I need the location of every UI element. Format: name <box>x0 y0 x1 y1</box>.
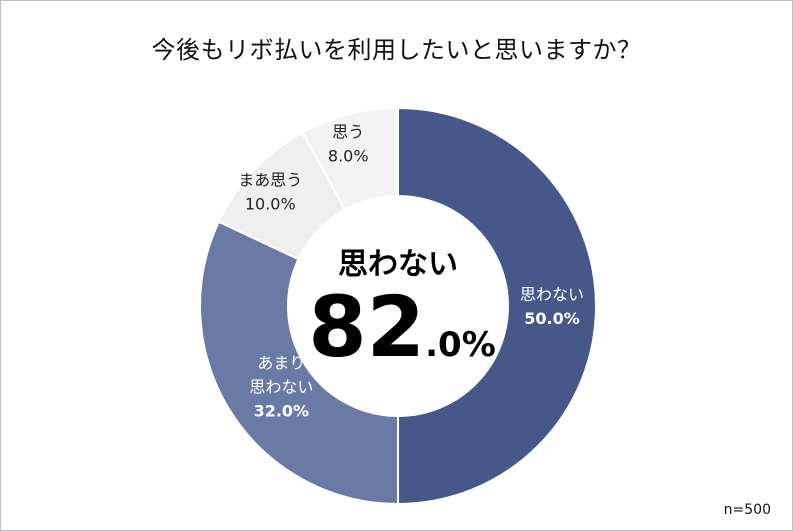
slice-1 <box>397 106 597 506</box>
center-label: 思わない <box>338 247 458 282</box>
chart-title: 今後もリボ払いを利用したいと思いますか？ <box>151 36 642 64</box>
slice-value-label-2: 32.0% <box>254 401 310 420</box>
slice-label-2: 思わない <box>249 377 313 396</box>
slice-label-3: まあ思う <box>238 171 302 190</box>
slice-value-label-4: 8.0% <box>328 146 369 165</box>
slice-4 <box>301 106 399 211</box>
sample-size-label: n=500 <box>723 502 771 518</box>
center-value: 82.0% <box>308 278 496 376</box>
slice-value-label-1: 50.0% <box>524 309 580 328</box>
slice-label-1: 思わない <box>520 285 584 304</box>
slice-value-label-3: 10.0% <box>245 195 296 214</box>
slice-label-4: 思う <box>332 122 364 141</box>
slice-2 <box>199 220 399 506</box>
slice-label-2: あまり <box>257 353 305 372</box>
